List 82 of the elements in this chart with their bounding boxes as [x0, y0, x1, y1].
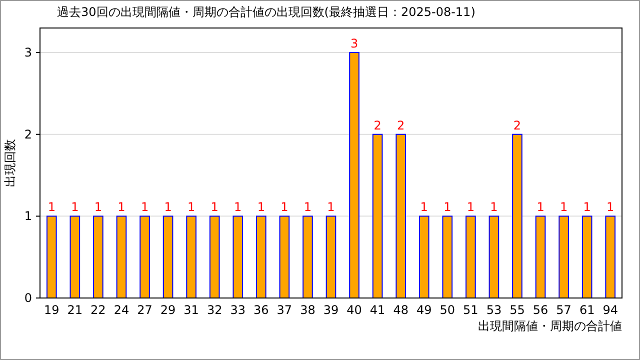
x-tick-label: 48 [393, 303, 408, 317]
x-tick-label: 49 [416, 303, 432, 317]
bar [488, 216, 500, 298]
x-tick-label: 51 [463, 303, 478, 317]
bar [372, 134, 383, 298]
x-tick-label: 56 [532, 303, 548, 317]
x-tick-label: 38 [300, 303, 316, 317]
bar [70, 216, 80, 298]
x-tick-label: 37 [276, 303, 292, 317]
bar [46, 216, 57, 298]
bar [396, 134, 406, 298]
bar [535, 216, 546, 298]
x-tick-label: 32 [206, 303, 222, 317]
y-tick-label: 0 [24, 291, 32, 305]
bar [302, 216, 313, 298]
x-tick-label: 29 [160, 303, 176, 317]
bar [466, 216, 476, 298]
data-label: 1 [420, 200, 428, 214]
data-label: 1 [280, 200, 288, 214]
x-tick-label: 41 [370, 303, 386, 317]
bar [418, 216, 430, 298]
bar [279, 216, 290, 298]
data-label: 1 [583, 200, 591, 214]
data-label: 1 [444, 200, 452, 214]
chart-title: 過去30回の出現間隔値・周期の合計値の出現回数(最終抽選日：2025-08-11) [57, 5, 476, 19]
data-label: 3 [350, 36, 358, 51]
bar [232, 216, 244, 298]
bar [442, 216, 453, 298]
data-label: 1 [94, 200, 102, 214]
x-tick-label: 27 [137, 303, 152, 317]
data-label: 1 [48, 200, 56, 214]
x-tick-label: 24 [114, 303, 130, 317]
bar [162, 216, 174, 298]
x-tick-label: 61 [579, 303, 595, 317]
x-tick-label: 36 [254, 303, 269, 317]
x-tick-label: 19 [44, 303, 60, 317]
bar [558, 216, 569, 298]
x-tick-label: 33 [230, 303, 246, 317]
bar [140, 216, 150, 298]
y-tick-label: 3 [24, 46, 32, 60]
data-label: 1 [466, 200, 474, 214]
bar [605, 216, 616, 298]
data-label: 1 [188, 200, 196, 214]
data-label: 1 [327, 200, 335, 214]
x-tick-label: 21 [67, 303, 83, 317]
data-label: 1 [606, 200, 614, 214]
x-tick-label: 50 [440, 303, 456, 317]
data-label: 2 [374, 118, 382, 132]
x-tick-label: 40 [346, 303, 362, 317]
bar [512, 134, 522, 298]
bar [186, 216, 196, 298]
y-axis-title: 出現回数 [3, 139, 17, 187]
x-tick-label: 39 [323, 303, 339, 317]
data-label: 1 [164, 200, 172, 214]
bar [326, 216, 336, 298]
x-tick-label: 57 [556, 303, 572, 317]
data-label: 1 [304, 200, 312, 214]
bar [93, 216, 104, 298]
x-tick-label: 31 [184, 303, 199, 317]
data-label: 1 [71, 200, 79, 214]
data-label: 1 [490, 200, 498, 214]
data-label: 1 [118, 200, 126, 214]
x-axis-title: 出現間隔値・周期の合計値 [478, 319, 622, 333]
data-label: 2 [397, 118, 405, 132]
x-tick-label: 53 [486, 303, 502, 317]
data-label: 1 [257, 200, 265, 214]
data-label: 1 [140, 200, 149, 214]
data-label: 1 [560, 200, 568, 214]
data-label: 1 [210, 200, 218, 214]
bar [349, 52, 360, 298]
bar [256, 216, 266, 298]
x-tick-label: 22 [90, 303, 106, 317]
data-label: 2 [513, 118, 522, 132]
x-tick-label: 55 [510, 303, 525, 317]
bar [582, 216, 592, 298]
bar [209, 216, 220, 298]
bar [116, 216, 127, 298]
y-tick-label: 1 [24, 209, 32, 224]
data-label: 1 [536, 200, 544, 214]
data-label: 1 [234, 200, 242, 214]
x-tick-label: 94 [602, 303, 618, 317]
y-tick-label: 2 [24, 127, 32, 142]
